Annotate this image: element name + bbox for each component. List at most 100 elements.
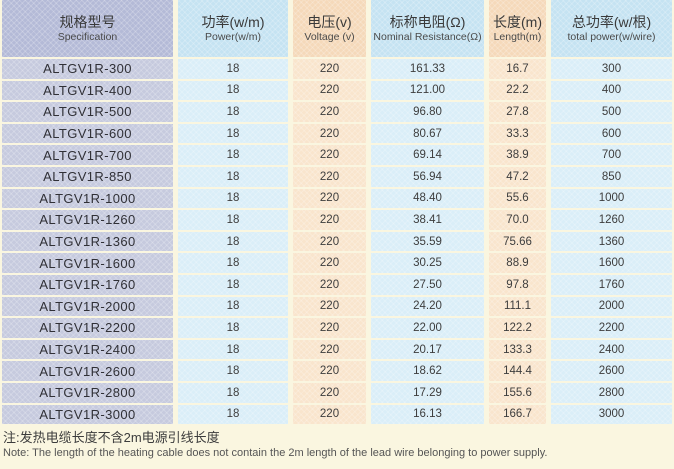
value-cell-power: 18 <box>178 382 288 403</box>
spec-model-cell: ALTGV1R-2600 <box>2 361 173 381</box>
spec-model-cell: ALTGV1R-2200 <box>2 318 173 338</box>
value-cell-total-power: 1260 <box>551 210 672 230</box>
value-cell-total-power: 2200 <box>551 318 672 338</box>
value-cell-total-power: 400 <box>551 80 672 101</box>
header-zh: 功率(w/m) <box>201 13 265 30</box>
value-cell-resistance: 161.33 <box>371 59 484 79</box>
value-cell-voltage: 220 <box>293 274 366 295</box>
value-cell-power: 18 <box>178 166 288 187</box>
spec-model-cell: ALTGV1R-300 <box>2 59 173 79</box>
value-cell-voltage: 220 <box>293 382 366 403</box>
value-cell-resistance: 69.14 <box>371 145 484 165</box>
header-cell-spec: 规格型号 Specification <box>2 0 173 57</box>
value-cell-length: 33.3 <box>489 123 546 144</box>
value-cell-resistance: 22.00 <box>371 318 484 338</box>
header-en: Specification <box>57 30 118 43</box>
value-cell-length: 122.2 <box>489 318 546 338</box>
value-cell-power: 18 <box>178 339 288 360</box>
value-cell-total-power: 3000 <box>551 404 672 425</box>
value-cell-total-power: 1600 <box>551 253 672 273</box>
value-cell-total-power: 600 <box>551 123 672 144</box>
value-cell-length: 166.7 <box>489 404 546 425</box>
value-cell-power: 18 <box>178 404 288 425</box>
value-cell-resistance: 27.50 <box>371 274 484 295</box>
header-cell-voltage: 电压(v) Voltage (v) <box>293 0 366 57</box>
spec-model-cell: ALTGV1R-1760 <box>2 274 173 295</box>
value-cell-voltage: 220 <box>293 59 366 79</box>
header-en: Voltage (v) <box>304 30 355 43</box>
value-cell-voltage: 220 <box>293 145 366 165</box>
value-cell-total-power: 500 <box>551 102 672 122</box>
value-cell-power: 18 <box>178 80 288 101</box>
spec-model-cell: ALTGV1R-500 <box>2 102 173 122</box>
header-cell-resistance: 标称电阻(Ω) Nominal Resistance(Ω) <box>371 0 484 57</box>
value-cell-power: 18 <box>178 231 288 252</box>
spec-model-cell: ALTGV1R-1360 <box>2 231 173 252</box>
value-cell-length: 22.2 <box>489 80 546 101</box>
value-cell-total-power: 300 <box>551 59 672 79</box>
value-cell-resistance: 35.59 <box>371 231 484 252</box>
value-cell-voltage: 220 <box>293 296 366 317</box>
value-cell-power: 18 <box>178 318 288 338</box>
value-cell-length: 47.2 <box>489 166 546 187</box>
value-cell-power: 18 <box>178 145 288 165</box>
value-cell-length: 55.6 <box>489 188 546 209</box>
header-zh: 长度(m) <box>493 13 542 30</box>
header-en: Nominal Resistance(Ω) <box>373 30 482 43</box>
value-cell-power: 18 <box>178 210 288 230</box>
footnote-en: Note: The length of the heating cable do… <box>3 447 548 460</box>
value-cell-total-power: 1000 <box>551 188 672 209</box>
value-cell-power: 18 <box>178 253 288 273</box>
footnote: 注:发热电缆长度不含2m电源引线长度 Note: The length of t… <box>0 424 674 460</box>
header-zh: 规格型号 <box>59 13 116 30</box>
value-cell-length: 38.9 <box>489 145 546 165</box>
value-cell-total-power: 700 <box>551 145 672 165</box>
value-cell-length: 88.9 <box>489 253 546 273</box>
spec-model-cell: ALTGV1R-1260 <box>2 210 173 230</box>
value-cell-length: 27.8 <box>489 102 546 122</box>
value-cell-length: 16.7 <box>489 59 546 79</box>
value-cell-power: 18 <box>178 102 288 122</box>
header-zh: 电压(v) <box>307 13 352 30</box>
spec-model-cell: ALTGV1R-2000 <box>2 296 173 317</box>
value-cell-voltage: 220 <box>293 123 366 144</box>
value-cell-voltage: 220 <box>293 404 366 425</box>
value-cell-power: 18 <box>178 188 288 209</box>
spec-table: 规格型号 Specification 功率(w/m) Power(w/m) 电压… <box>2 0 672 425</box>
value-cell-total-power: 2000 <box>551 296 672 317</box>
value-cell-power: 18 <box>178 274 288 295</box>
value-cell-length: 70.0 <box>489 210 546 230</box>
value-cell-resistance: 38.41 <box>371 210 484 230</box>
value-cell-total-power: 2800 <box>551 382 672 403</box>
value-cell-total-power: 2400 <box>551 339 672 360</box>
value-cell-length: 97.8 <box>489 274 546 295</box>
value-cell-total-power: 1360 <box>551 231 672 252</box>
value-cell-resistance: 56.94 <box>371 166 484 187</box>
value-cell-voltage: 220 <box>293 80 366 101</box>
value-cell-total-power: 2600 <box>551 361 672 381</box>
header-en: Power(w/m) <box>204 30 261 43</box>
value-cell-resistance: 18.62 <box>371 361 484 381</box>
header-zh: 标称电阻(Ω) <box>389 13 466 30</box>
header-en: Length(m) <box>493 30 542 43</box>
value-cell-length: 111.1 <box>489 296 546 317</box>
value-cell-length: 133.3 <box>489 339 546 360</box>
footnote-zh: 注:发热电缆长度不含2m电源引线长度 <box>3 430 220 446</box>
spec-model-cell: ALTGV1R-1600 <box>2 253 173 273</box>
value-cell-voltage: 220 <box>293 166 366 187</box>
value-cell-resistance: 80.67 <box>371 123 484 144</box>
value-cell-length: 155.6 <box>489 382 546 403</box>
value-cell-power: 18 <box>178 361 288 381</box>
spec-model-cell: ALTGV1R-2800 <box>2 382 173 403</box>
value-cell-total-power: 850 <box>551 166 672 187</box>
value-cell-voltage: 220 <box>293 253 366 273</box>
value-cell-resistance: 48.40 <box>371 188 484 209</box>
value-cell-voltage: 220 <box>293 102 366 122</box>
value-cell-power: 18 <box>178 123 288 144</box>
value-cell-power: 18 <box>178 296 288 317</box>
value-cell-resistance: 20.17 <box>371 339 484 360</box>
value-cell-voltage: 220 <box>293 210 366 230</box>
spec-model-cell: ALTGV1R-1000 <box>2 188 173 209</box>
value-cell-resistance: 16.13 <box>371 404 484 425</box>
value-cell-resistance: 96.80 <box>371 102 484 122</box>
